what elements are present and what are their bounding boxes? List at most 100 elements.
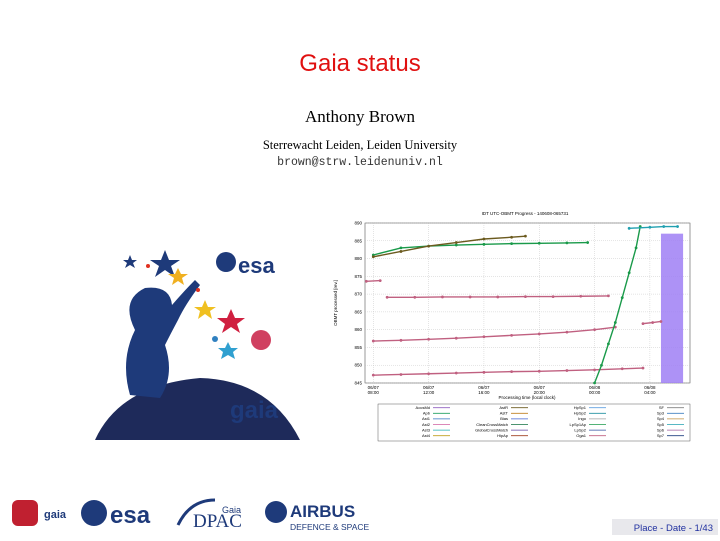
legend-box — [377, 403, 691, 442]
dot — [212, 336, 218, 342]
point — [454, 336, 458, 340]
legend-label: Ingo — [578, 416, 587, 421]
point — [524, 295, 527, 298]
author: Anthony Brown — [305, 107, 416, 126]
legend-label: Sp7 — [657, 433, 665, 438]
point — [607, 342, 610, 346]
point — [565, 369, 569, 372]
y-tick-label: 890 — [354, 221, 362, 226]
slide-title: Gaia status — [299, 50, 420, 77]
x-tick-label: 06/07 12:00 — [423, 385, 435, 395]
star — [194, 300, 216, 319]
trace-line — [366, 279, 381, 283]
page-footer: Place - Date - 1/43 — [634, 523, 713, 534]
legend-label: Ast1 — [422, 416, 431, 421]
affiliation: Sterrewacht Leiden, Leiden University — [263, 138, 458, 152]
x-axis-label: Processing time (local clock) — [498, 395, 556, 400]
point — [364, 279, 368, 283]
point — [413, 295, 417, 299]
legend-label: Sp3 — [657, 411, 665, 416]
x-tick-label: 06/07 20:00 — [534, 385, 546, 395]
point — [510, 333, 513, 337]
star — [217, 309, 245, 333]
point — [371, 255, 375, 259]
point — [620, 367, 624, 371]
point — [454, 241, 458, 244]
point — [620, 296, 624, 300]
legend-label: AocsMd — [416, 405, 430, 410]
point — [676, 225, 679, 228]
point — [565, 330, 569, 334]
point — [441, 295, 444, 299]
point — [634, 246, 638, 250]
legend-label: HpSp1 — [574, 405, 587, 410]
y-tick-label: 880 — [354, 256, 362, 261]
esa-mark — [81, 500, 107, 526]
y-tick-label: 850 — [354, 363, 362, 368]
point — [641, 366, 645, 370]
point — [482, 335, 486, 339]
x-tick-label: 06/08 04:00 — [644, 385, 656, 395]
trace-line — [593, 226, 641, 384]
legend-label: Oga1 — [576, 433, 587, 438]
point — [551, 295, 555, 298]
esa-mark — [216, 252, 236, 272]
star — [150, 250, 180, 277]
y-tick-label: 855 — [354, 345, 362, 350]
esa-logo: esa — [238, 253, 275, 278]
point — [510, 370, 513, 374]
legend-label: SF — [659, 405, 665, 410]
x-tick-label: 06/08 00:00 — [589, 385, 601, 395]
dot — [196, 288, 200, 292]
point — [537, 241, 541, 245]
star — [168, 268, 188, 285]
point — [586, 241, 590, 244]
point — [482, 242, 486, 246]
point — [659, 320, 663, 323]
point — [662, 225, 666, 228]
point — [565, 241, 569, 245]
legend-label: HpSp2 — [574, 411, 587, 416]
legend-label: LpSp2 — [574, 427, 586, 432]
gaia-illustration: esa gaia — [95, 250, 300, 440]
point — [641, 322, 645, 326]
airbus-subtitle: DEFENCE & SPACE — [290, 522, 370, 532]
point — [399, 338, 403, 342]
legend-label: Bias — [500, 416, 508, 421]
point — [399, 250, 403, 253]
point — [399, 246, 403, 250]
legend-label: Sp6 — [657, 427, 665, 432]
trace-line — [373, 326, 616, 342]
girl — [126, 280, 200, 398]
x-tick-label: 06/07 08:00 — [368, 385, 380, 395]
point — [427, 372, 431, 376]
chart: IDT UTC-OBMT Progress - 140608-065731 Pr… — [330, 208, 695, 443]
dot — [146, 264, 150, 268]
point — [454, 243, 458, 247]
point — [482, 370, 486, 374]
gaia-badge — [12, 500, 38, 526]
point — [607, 294, 610, 298]
dpac-logo: DPAC — [193, 511, 242, 532]
y-tick-label: 885 — [354, 238, 362, 243]
y-axis-label: OBMT processed [rev.] — [333, 280, 338, 326]
trace-line — [629, 225, 678, 230]
point — [385, 295, 389, 299]
star — [123, 255, 137, 268]
footer-esa: esa — [110, 502, 151, 529]
airbus-mark — [265, 501, 287, 523]
point — [468, 295, 472, 299]
legend-label: GlobalCrossMatch — [475, 427, 508, 432]
star — [218, 342, 238, 359]
band — [660, 233, 684, 383]
dpac-gaia: Gaia — [222, 505, 241, 515]
airbus-logo: AIRBUS — [290, 502, 355, 521]
legend-label: AstR — [499, 405, 508, 410]
point — [627, 226, 631, 230]
legend-label: HipAp — [497, 433, 509, 438]
legend-label: CleanCrossMatch — [476, 422, 508, 427]
footer-bar — [612, 519, 718, 535]
point — [593, 368, 596, 372]
legend-label: LpSp1Ap — [570, 422, 587, 427]
point — [427, 244, 431, 248]
